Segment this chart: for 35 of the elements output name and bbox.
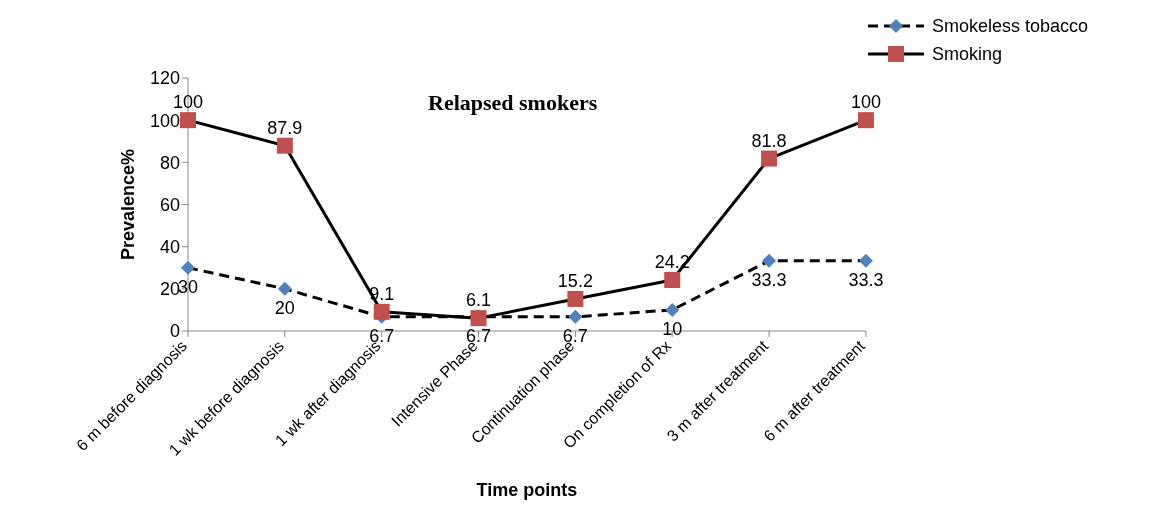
data-label: 6.1 [466, 290, 492, 311]
legend-label: Smoking [931, 43, 1002, 65]
point [664, 271, 681, 288]
point [277, 281, 292, 296]
y-tick-label: 40 [159, 237, 180, 258]
text: Relapsed smokers [428, 90, 598, 116]
y-tick-label: 0 [169, 321, 180, 342]
point [568, 309, 583, 324]
point [276, 137, 293, 154]
y-axis-title: Prevalence% [118, 148, 139, 261]
data-label: 81.8 [751, 130, 787, 151]
point [181, 260, 195, 275]
data-label: 10 [662, 318, 683, 339]
y-tick-label: 120 [149, 68, 180, 89]
point [761, 150, 778, 167]
point [567, 290, 584, 307]
point [373, 303, 390, 320]
data-label: 33.3 [848, 269, 884, 290]
data-label: 33.3 [751, 269, 787, 290]
point [180, 112, 196, 129]
data-label: 15.2 [557, 270, 593, 291]
y-tick-label: 80 [159, 152, 180, 173]
y-tick-label: 60 [159, 194, 180, 215]
legend-label: Smokeless tobacco [931, 15, 1088, 37]
y-tick-label: 100 [149, 110, 180, 131]
point [762, 253, 777, 268]
data-label: 100 [850, 92, 881, 113]
point [858, 253, 873, 268]
x-axis-title: Time points [476, 480, 578, 500]
data-label: 20 [274, 297, 295, 318]
point [857, 112, 874, 129]
data-label: 100 [172, 92, 204, 113]
data-label: 87.9 [267, 117, 303, 138]
y-tick-label: 20 [159, 279, 180, 300]
point [665, 302, 680, 317]
